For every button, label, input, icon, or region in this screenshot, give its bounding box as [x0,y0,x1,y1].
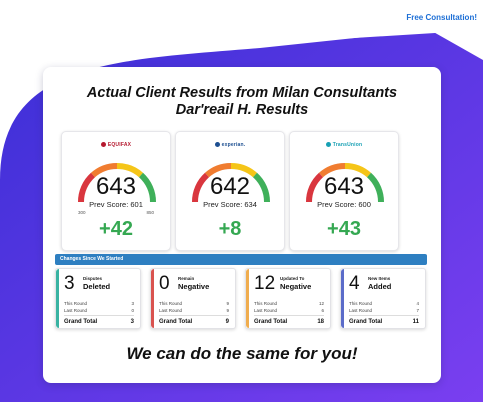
changes-title: Changes Since We Started [60,256,124,262]
headline-title: Actual Client Results from Milan Consult… [86,85,398,101]
results-card: Actual Client Results from Milan Consult… [43,67,441,383]
stat-card-deleted: 3 Disputes Deleted This Round 3 Last Roun… [55,268,141,329]
score-change: +42 [99,218,133,240]
stat-row-last-round: Last Round 0 [64,308,134,313]
stat-card-updated-negative: 12 Updated To Negative This Round 12 Last… [245,268,331,329]
bureau-logo-icon [214,142,220,148]
previous-score: Prev Score: 601 [89,200,143,209]
score-change: +43 [327,218,361,240]
stat-row-this-round: This Round 9 [159,301,229,306]
stat-small-label: New Items [368,276,391,281]
stat-accent [246,269,249,328]
stat-small-label: Updated To [280,276,305,281]
headline-client: Dar'reail H. Results [175,102,309,118]
bureau-logo-icon [100,142,106,148]
stat-small-label: Remain [178,276,195,281]
stat-row-grand-total: Grand Total 18 [254,319,324,325]
bureau-logo: experian. [176,142,284,148]
stat-row-grand-total: Grand Total 11 [349,319,419,325]
stat-divider [349,315,419,316]
tagline: We can do the same for you! [126,344,358,363]
range-min: 300 [78,210,86,215]
stat-big-label: Added [368,282,392,291]
current-score: 642 [209,173,251,200]
stat-row-grand-total: Grand Total 9 [159,319,229,325]
stat-divider [159,315,229,316]
range-max: 850 [146,210,154,215]
score-card-equifax: EQUIFAX 643 Prev Score: 601 300 850 +42 [61,131,171,251]
stat-row-grand-total: Grand Total 3 [64,319,134,325]
previous-score: Prev Score: 634 [203,200,257,209]
stat-accent [56,269,59,328]
bureau-logo-icon [325,142,331,148]
score-gauge [305,162,385,203]
stat-row-last-round: Last Round 6 [254,308,324,313]
stat-count: 4 [349,273,360,294]
stat-row-this-round: This Round 12 [254,301,324,306]
stat-count: 0 [159,273,170,294]
stat-row-this-round: This Round 3 [64,301,134,306]
stat-count: 3 [64,273,75,294]
stat-big-label: Negative [280,282,312,291]
score-card-experian: experian. 642 Prev Score: 634 +8 [175,131,285,251]
stat-divider [254,315,324,316]
stat-divider [64,315,134,316]
stat-count: 12 [254,273,276,294]
stat-card-remain-negative: 0 Remain Negative This Round 9 Last Round… [150,268,236,329]
stat-row-this-round: This Round 4 [349,301,419,306]
previous-score: Prev Score: 600 [317,200,371,209]
current-score: 643 [95,173,137,200]
stat-big-label: Deleted [83,282,111,291]
changes-header-bar: Changes Since We Started [55,254,427,265]
stat-card-added: 4 New Items Added This Round 4 Last Round… [340,268,426,329]
free-consultation-link[interactable]: Free Consultation! [406,13,477,22]
score-gauge [191,162,271,203]
bureau-logo: TransUnion [290,142,398,148]
score-card-transunion: TransUnion 643 Prev Score: 600 +43 [289,131,399,251]
bureau-logo: EQUIFAX [62,142,170,148]
stat-small-label: Disputes [83,276,103,281]
score-gauge [77,162,157,203]
stat-accent [341,269,344,328]
stat-big-label: Negative [178,282,210,291]
stat-accent [151,269,154,328]
stat-row-last-round: Last Round 7 [349,308,419,313]
score-change: +8 [218,218,242,240]
stat-row-last-round: Last Round 9 [159,308,229,313]
current-score: 643 [323,173,365,200]
